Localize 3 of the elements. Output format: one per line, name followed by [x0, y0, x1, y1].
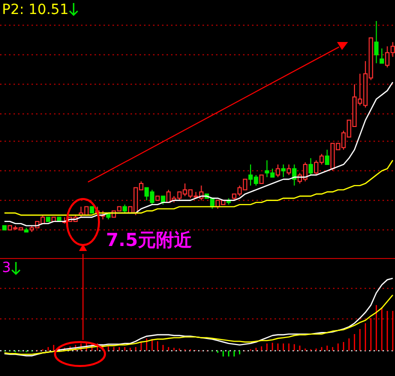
chart-title: 3	[2, 260, 11, 276]
annotation: 7.5元附近	[106, 230, 193, 251]
chart-title: P2: 10.51	[2, 2, 69, 18]
